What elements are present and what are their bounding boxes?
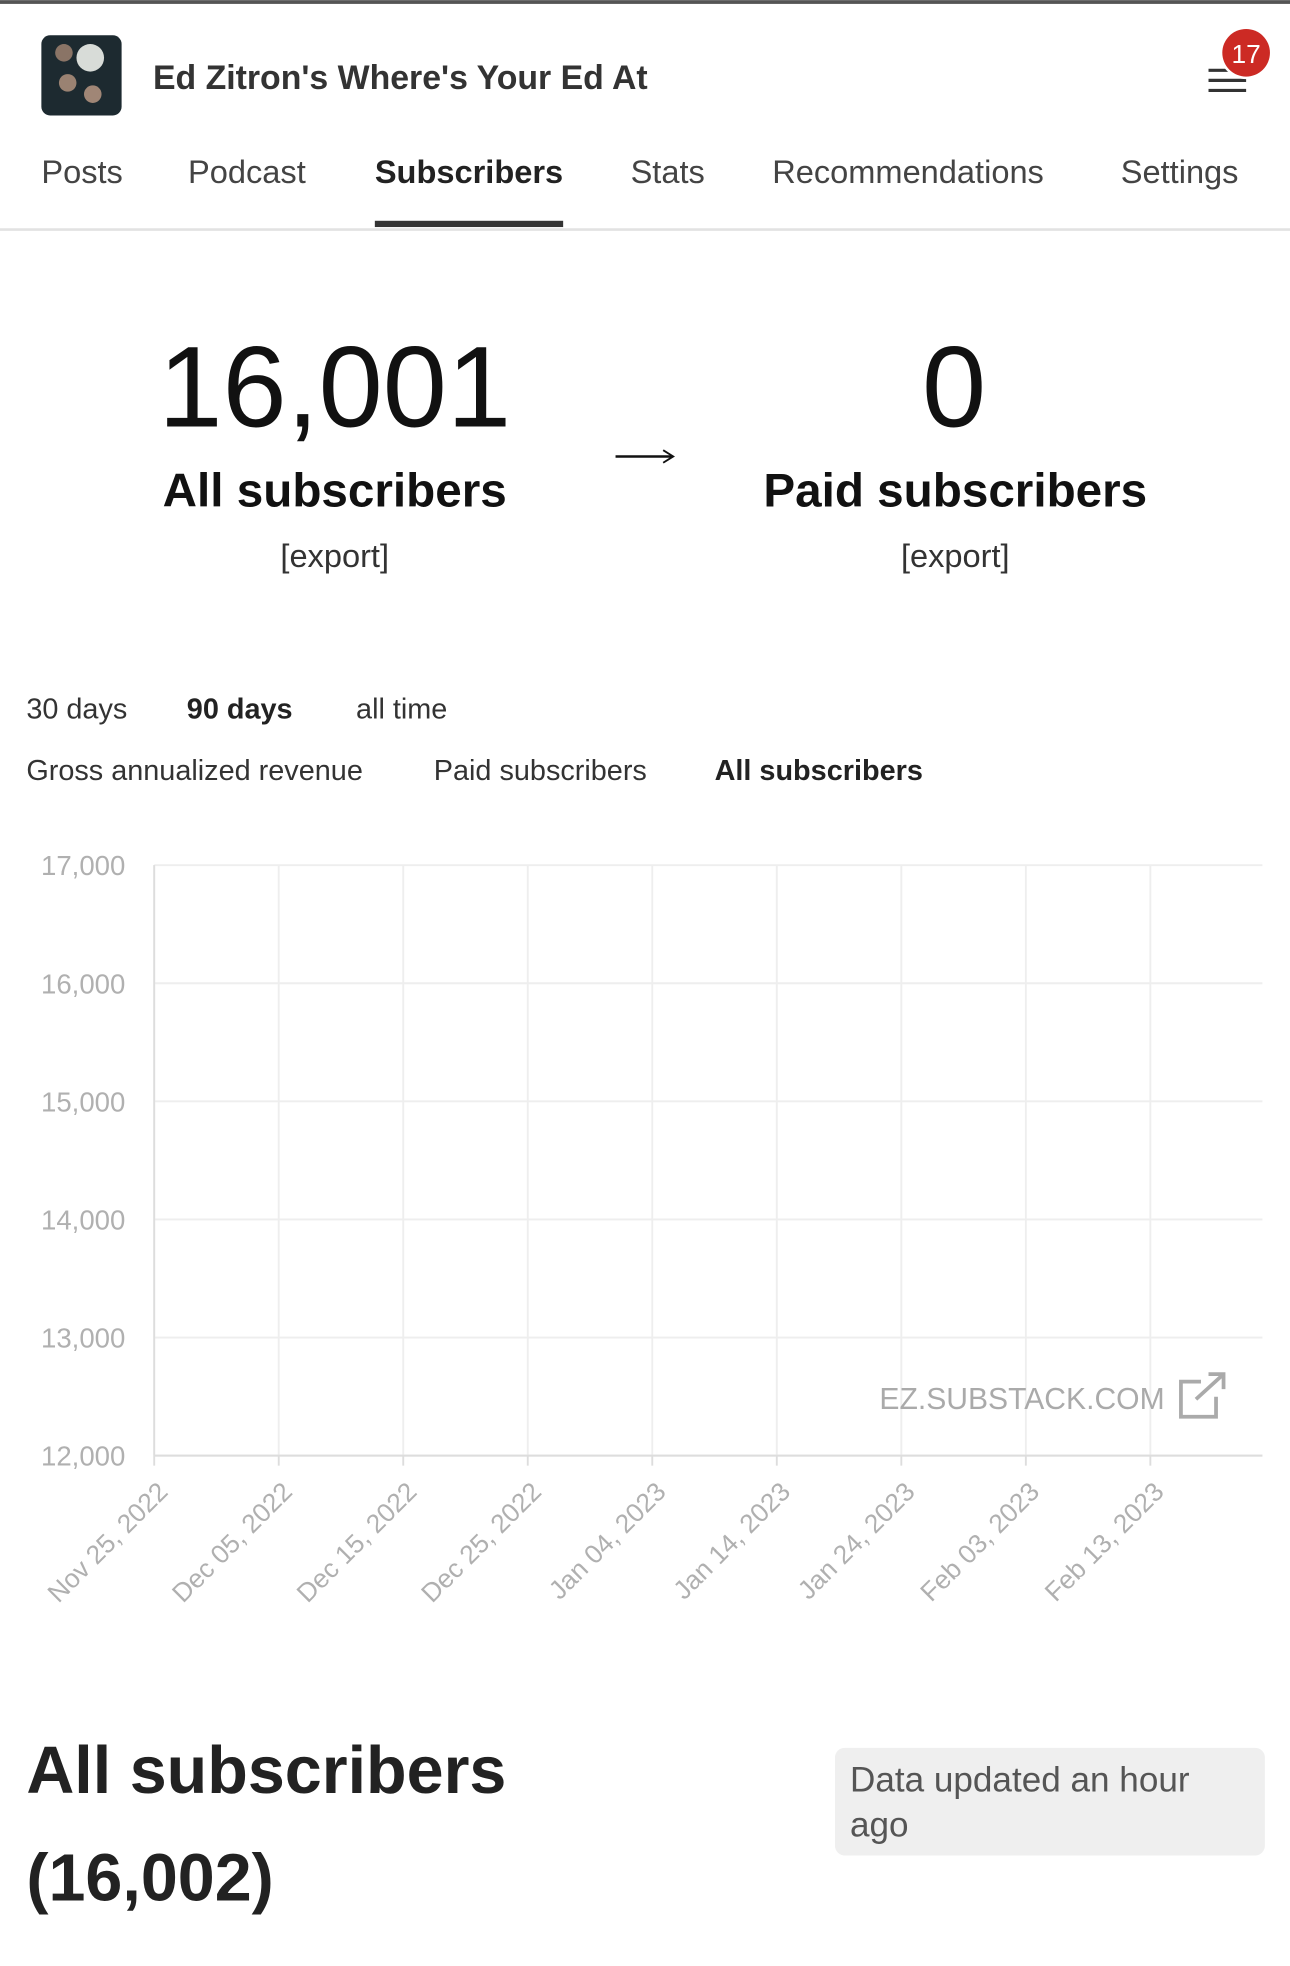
- all-count: 16,001: [158, 323, 511, 451]
- y-tick-label: 12,000: [41, 1441, 125, 1472]
- notification-badge: 17: [1231, 39, 1260, 69]
- x-tick-label: Jan 04, 2023: [543, 1476, 672, 1605]
- nav-underline: [374, 220, 564, 228]
- update-note-box: Data updated an hour ago: [834, 1747, 1265, 1856]
- y-tick-label: 15,000: [41, 1086, 125, 1117]
- icon-box: [1179, 1379, 1218, 1419]
- publication-title[interactable]: Ed Zitron's Where's Your Ed At: [153, 59, 648, 97]
- nav-tab[interactable]: Subscribers: [375, 153, 563, 190]
- paid-count: 0: [922, 323, 986, 451]
- update-note: Data updated an hour ago: [834, 1747, 1265, 1856]
- nav-tab[interactable]: Settings: [1121, 153, 1239, 190]
- y-tick-label: 16,000: [41, 968, 125, 999]
- filter-option[interactable]: Gross annualized revenue: [26, 755, 363, 787]
- x-tick-label: Jan 14, 2023: [667, 1476, 796, 1605]
- y-tick-label: 13,000: [41, 1323, 125, 1354]
- watermark[interactable]: EZ.SUBSTACK.COM: [879, 1383, 1164, 1416]
- avatar[interactable]: [41, 35, 122, 116]
- x-tick-label: Nov 25, 2022: [42, 1476, 174, 1608]
- section-heading: All subscribers (16,002): [26, 1733, 507, 1916]
- nav-tab[interactable]: Stats: [631, 153, 705, 190]
- y-tick-label: 14,000: [41, 1204, 125, 1235]
- x-tick-label: Jan 24, 2023: [792, 1476, 921, 1605]
- external-link-icon[interactable]: [1179, 1372, 1226, 1419]
- x-tick-label: Feb 03, 2023: [914, 1476, 1045, 1607]
- menu-button[interactable]: [1208, 26, 1273, 92]
- paid-label: Paid subscribers: [763, 465, 1147, 518]
- filter-option[interactable]: All subscribers: [715, 755, 923, 787]
- filter-option[interactable]: Paid subscribers: [434, 755, 647, 787]
- arrow: [615, 449, 675, 464]
- y-tick-label: 17,000: [41, 850, 125, 881]
- heading-box: All subscribers (16,002): [26, 1733, 507, 1916]
- filter-option[interactable]: all time: [356, 693, 447, 725]
- x-tick-label: Feb 13, 2023: [1039, 1476, 1170, 1607]
- filter-option[interactable]: 30 days: [26, 693, 127, 725]
- export-link[interactable]: [export]: [280, 537, 389, 574]
- export-link[interactable]: [export]: [901, 537, 1010, 574]
- nav-tab[interactable]: Posts: [41, 153, 122, 190]
- x-tick-label: Dec 05, 2022: [166, 1476, 298, 1608]
- x-tick-label: Dec 15, 2022: [291, 1476, 423, 1608]
- filter-option[interactable]: 90 days: [187, 693, 293, 725]
- all-label: All subscribers: [163, 465, 507, 518]
- icon-arrow: [1194, 1372, 1226, 1401]
- top-border: [0, 0, 1290, 4]
- x-tick-label: Dec 25, 2022: [415, 1476, 547, 1608]
- nav-tab[interactable]: Recommendations: [772, 153, 1044, 190]
- nav-tab[interactable]: Podcast: [188, 153, 306, 190]
